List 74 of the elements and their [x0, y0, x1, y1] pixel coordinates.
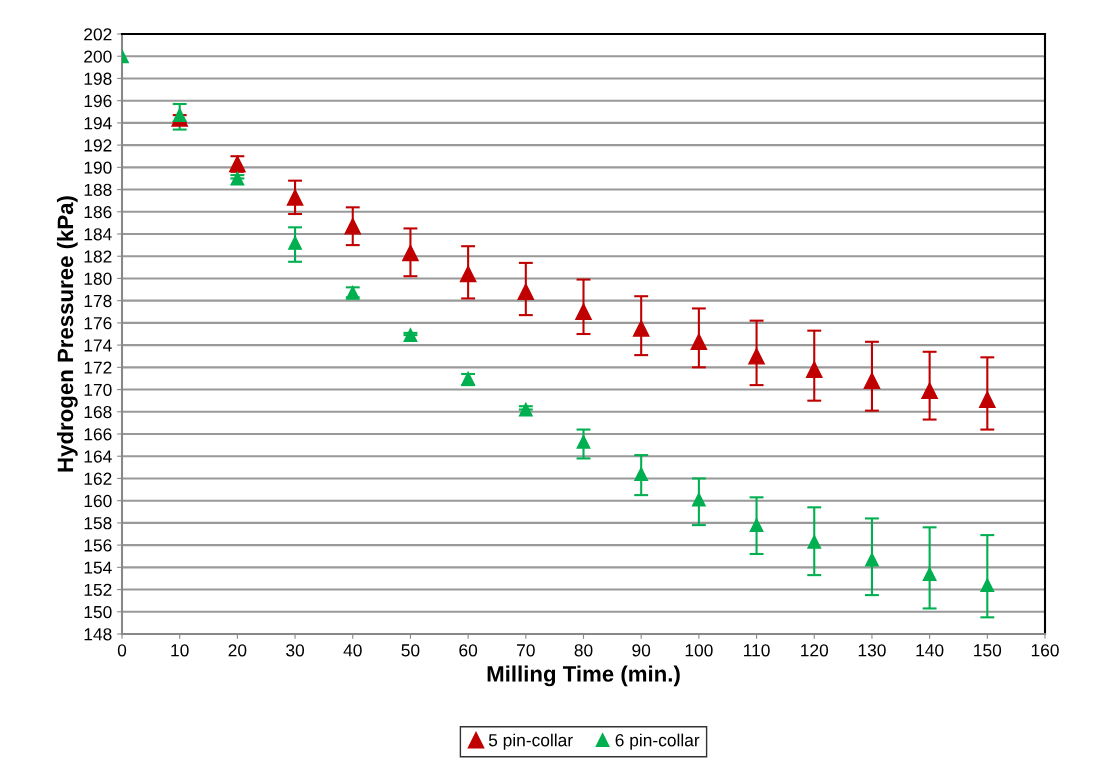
x-tick-label: 20 [228, 644, 247, 657]
legend-label: 6 pin-collar [615, 733, 700, 750]
y-tick-label: 162 [84, 472, 112, 485]
x-tick-label: 30 [286, 644, 305, 657]
y-tick-label: 182 [84, 250, 112, 263]
y-tick-label: 202 [84, 28, 112, 41]
x-tick-label: 150 [974, 644, 1002, 657]
y-tick-label: 164 [84, 450, 112, 463]
x-tick-label: 50 [401, 644, 420, 657]
point [517, 283, 535, 301]
point [807, 534, 822, 549]
x-tick-label: 160 [1031, 644, 1059, 657]
y-tick-label: 198 [84, 72, 112, 85]
x-tick-label: 130 [858, 644, 886, 657]
point [518, 402, 533, 417]
x-tick-label: 70 [517, 644, 535, 657]
point [403, 328, 418, 343]
x-tick-label: 80 [574, 644, 593, 657]
point [288, 235, 303, 250]
y-tick-label: 188 [84, 183, 112, 197]
y-tick-label: 170 [84, 383, 112, 397]
point [402, 244, 419, 262]
y-tick-label: 158 [84, 517, 112, 530]
point [978, 391, 996, 408]
y-axis-title: Hydrogen Pressuree (kPa) [56, 196, 78, 472]
y-tick-label: 150 [84, 605, 112, 619]
y-tick-label: 172 [84, 361, 112, 374]
y-tick-label: 156 [84, 539, 112, 552]
point [632, 320, 650, 337]
y-tick-label: 180 [84, 272, 112, 285]
y-tick-label: 168 [84, 405, 112, 419]
x-tick-label: 40 [343, 644, 362, 657]
x-tick-label: 110 [744, 644, 770, 657]
y-tick-label: 176 [84, 317, 112, 330]
point [634, 467, 649, 481]
point [805, 361, 823, 378]
point [864, 552, 879, 567]
x-tick-label: 60 [459, 644, 478, 657]
y-tick-label: 152 [84, 583, 112, 597]
y-tick-label: 186 [84, 205, 112, 219]
y-tick-label: 174 [84, 339, 112, 352]
y-tick-label: 184 [84, 228, 112, 241]
y-tick-label: 178 [84, 294, 112, 308]
point [286, 188, 304, 206]
x-tick-label: 0 [117, 644, 127, 657]
point [980, 578, 995, 593]
x-tick-label: 100 [685, 644, 713, 657]
y-tick-label: 200 [84, 50, 112, 63]
point [691, 492, 706, 507]
y-tick-label: 154 [84, 561, 112, 574]
point [230, 171, 245, 186]
y-tick-label: 160 [84, 494, 112, 508]
y-tick-label: 148 [84, 628, 112, 641]
y-tick-label: 194 [84, 117, 112, 130]
point [922, 567, 937, 581]
x-tick-label: 140 [916, 644, 944, 657]
x-tick-label: 90 [632, 644, 651, 657]
point [459, 265, 477, 283]
x-axis-title: Milling Time (min.) [487, 665, 680, 687]
x-tick-label: 120 [801, 644, 829, 657]
point [575, 303, 592, 321]
y-tick-label: 190 [84, 161, 112, 174]
point [921, 382, 938, 400]
y-tick-label: 196 [84, 94, 112, 108]
y-tick-label: 166 [84, 428, 112, 441]
point [863, 372, 881, 390]
point [690, 333, 708, 351]
point [344, 217, 362, 235]
legend-label: 5 pin-collar [488, 733, 573, 750]
point [748, 347, 765, 365]
point [749, 518, 764, 533]
y-tick-label: 192 [84, 139, 112, 152]
x-tick-label: 10 [171, 644, 189, 657]
point [576, 434, 591, 449]
